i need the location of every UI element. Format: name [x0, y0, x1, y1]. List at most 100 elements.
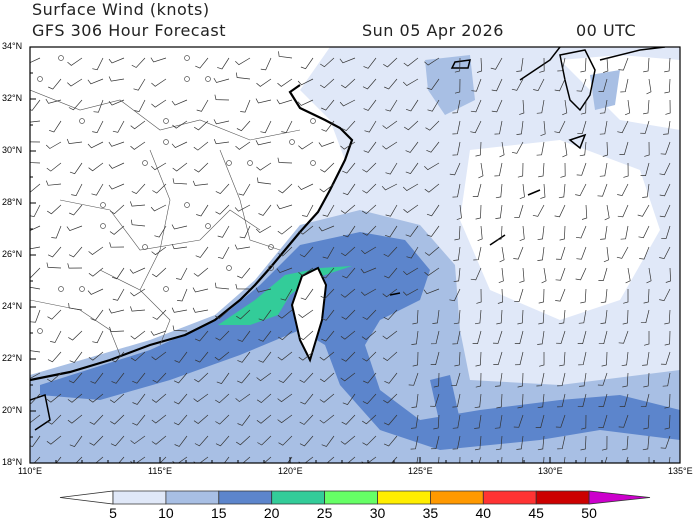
wind-barb — [237, 351, 251, 363]
wind-barb — [362, 225, 377, 236]
wind-barb — [48, 120, 62, 133]
wind-barb — [68, 99, 83, 111]
wind-barb — [300, 393, 314, 405]
wind-barb — [643, 414, 650, 430]
wind-barb — [109, 393, 125, 404]
wind-barb — [110, 204, 125, 215]
calm-circle — [310, 160, 316, 166]
wind-barb — [88, 246, 104, 255]
wind-barb — [258, 309, 272, 321]
colorbar-label: 50 — [581, 505, 597, 521]
wind-barb — [623, 289, 629, 304]
wind-barb — [89, 435, 104, 446]
wind-barb — [563, 456, 566, 463]
wind-barb — [644, 141, 650, 157]
wind-barb — [278, 330, 293, 341]
wind-barb — [30, 183, 41, 193]
wind-barb — [277, 225, 293, 235]
wind-barb — [622, 372, 629, 388]
wind-barb — [118, 456, 125, 463]
wind-barb — [495, 372, 503, 387]
wind-barb — [235, 456, 251, 463]
wind-barb — [171, 307, 188, 313]
wind-barb — [239, 225, 251, 239]
wind-barb — [319, 456, 335, 463]
lon-label: 115°E — [148, 466, 172, 476]
wind-barb — [618, 414, 629, 428]
wind-barb — [130, 219, 146, 227]
wind-barb — [405, 162, 419, 175]
wind-barb — [382, 330, 398, 340]
wind-barb — [321, 120, 335, 132]
wind-barb — [496, 393, 503, 409]
shade-white-patch-2 — [560, 55, 680, 130]
wind-barb — [193, 141, 209, 151]
colorbar-segment — [324, 490, 378, 505]
wind-barb — [381, 183, 398, 191]
wind-barb — [554, 120, 566, 134]
colorbar-label: 20 — [263, 505, 280, 521]
wind-barb — [519, 183, 525, 200]
wind-barb — [475, 204, 482, 220]
wind-barb — [619, 393, 629, 407]
wind-barb — [617, 120, 629, 134]
wind-barb — [640, 393, 650, 408]
wind-barb — [659, 204, 671, 218]
wind-barb — [625, 456, 629, 463]
wind-speed-shading — [30, 47, 680, 463]
wind-barb — [516, 120, 524, 135]
wind-barb — [276, 99, 293, 105]
colorbar-label: 35 — [422, 505, 439, 521]
wind-barb — [385, 162, 398, 175]
wind-barb — [454, 78, 461, 94]
wind-barb — [599, 162, 608, 177]
wind-barb — [192, 307, 209, 313]
wind-barb — [659, 162, 671, 176]
wind-barb — [533, 78, 545, 92]
wind-barb — [600, 288, 608, 304]
wind-barb — [71, 183, 83, 196]
wind-barb — [339, 57, 356, 64]
wind-barb — [214, 94, 230, 101]
wind-barb — [643, 57, 650, 73]
wind-barb — [108, 308, 125, 314]
wind-barb — [192, 180, 209, 186]
wind-barb — [494, 162, 503, 177]
wind-barb — [597, 183, 608, 197]
calm-circle — [142, 160, 148, 166]
wind-barb — [472, 183, 482, 197]
wind-barb — [576, 78, 587, 92]
wind-barb — [474, 414, 482, 429]
calm-circle — [100, 202, 106, 208]
wind-barb — [342, 225, 356, 238]
wind-barb — [235, 72, 251, 80]
calm-circle — [184, 76, 190, 82]
wind-barb — [640, 120, 650, 134]
wind-barb — [478, 456, 482, 463]
wind-barb — [621, 351, 629, 367]
wind-barb — [382, 288, 398, 298]
calm-circle — [163, 118, 169, 124]
colorbar-label: 40 — [475, 505, 492, 521]
wind-barb — [424, 162, 440, 171]
wind-barb — [319, 183, 335, 193]
wind-barb — [278, 183, 293, 194]
wind-barb — [537, 225, 545, 241]
wind-barb — [255, 225, 272, 234]
wind-barb — [55, 456, 62, 463]
wind-barb — [430, 351, 440, 365]
wind-barb — [598, 78, 608, 92]
wind-barb — [598, 267, 608, 281]
calm-circle — [58, 286, 64, 292]
wind-barb — [665, 267, 671, 283]
wind-barb — [339, 99, 356, 107]
wind-barb — [664, 414, 671, 430]
wind-barb — [539, 352, 545, 367]
wind-barb — [452, 120, 461, 135]
wind-barb — [617, 183, 629, 197]
lat-label: 24°N — [2, 301, 23, 311]
wind-barb — [47, 309, 62, 320]
wind-barb — [643, 288, 650, 304]
wind-barb — [256, 162, 272, 171]
wind-barb — [382, 351, 398, 362]
